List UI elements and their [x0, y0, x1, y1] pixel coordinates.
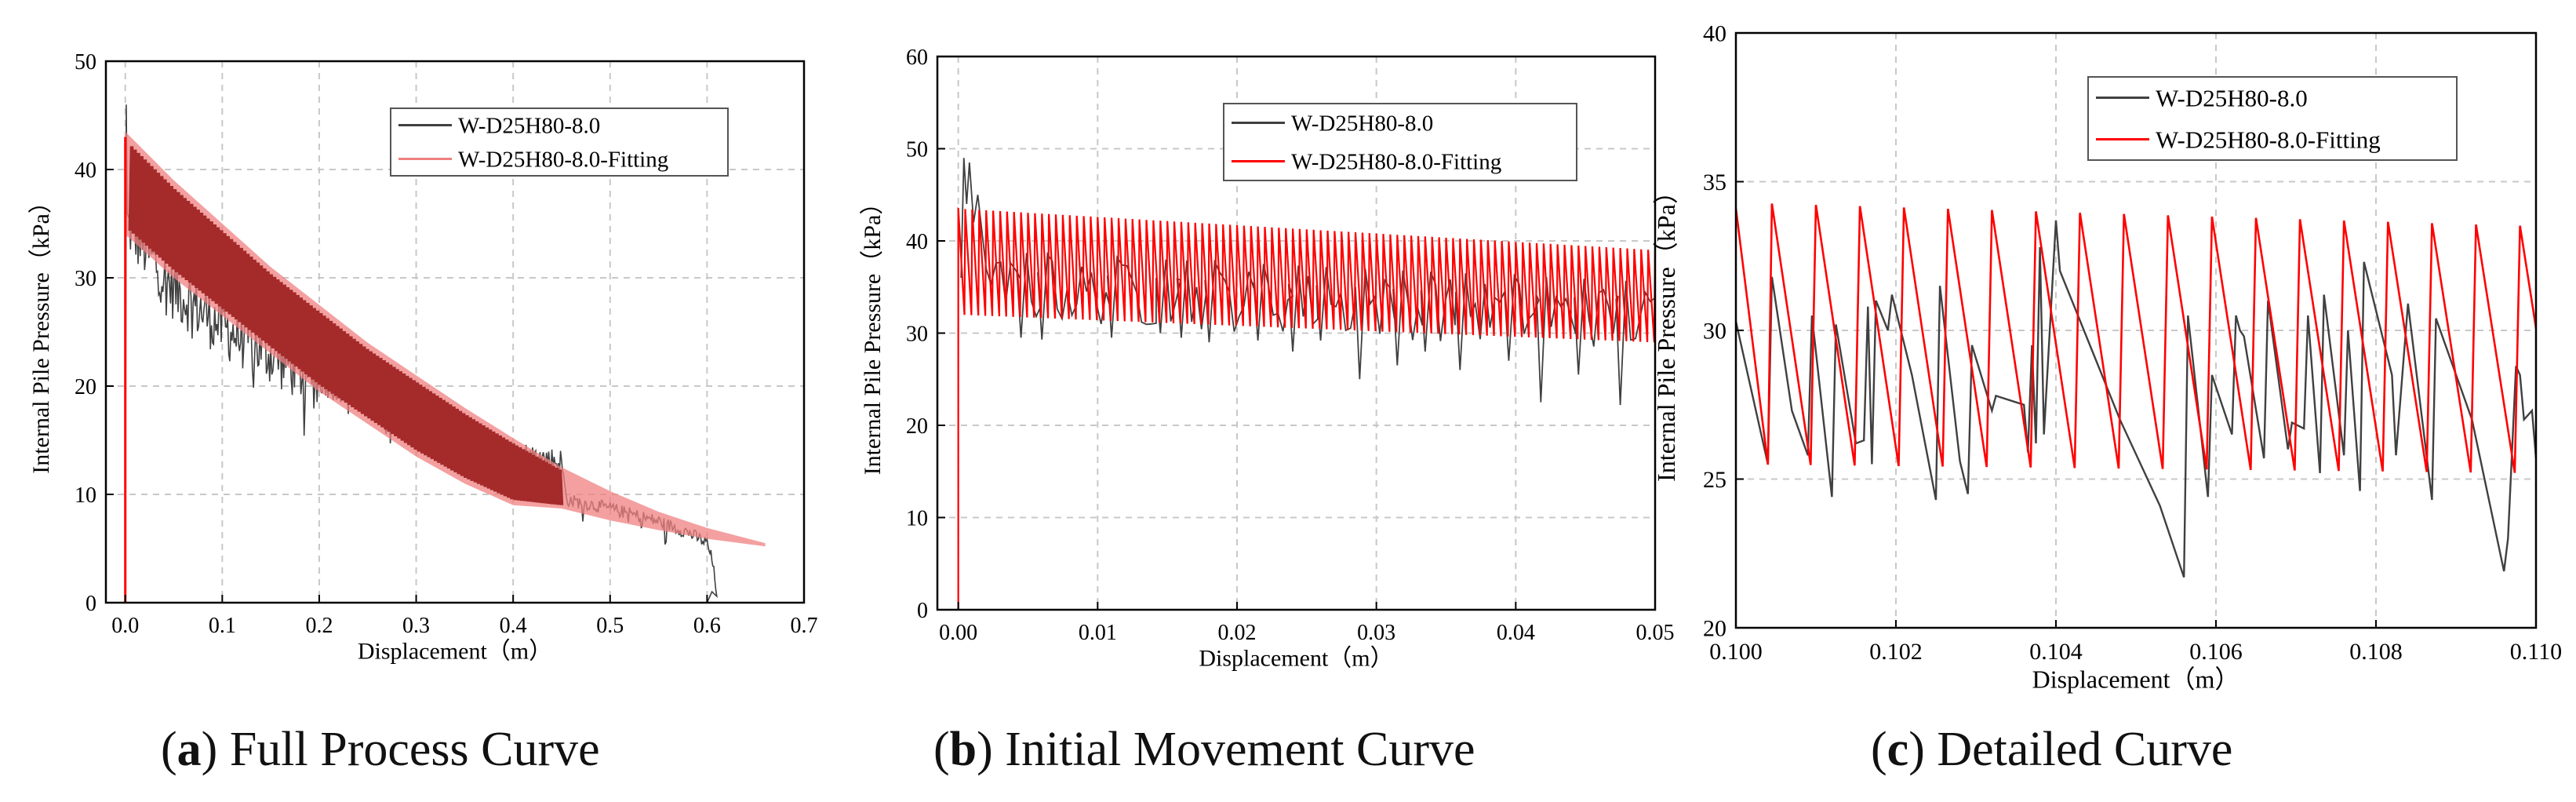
legend-label-0: W-D25H80-8.0 [1291, 111, 1433, 137]
series-group [957, 158, 1655, 610]
x-tick-label: 0.110 [2510, 639, 2562, 665]
legend: W-D25H80-8.0 W-D25H80-8.0-Fitting [1223, 103, 1577, 181]
y-tick-label: 20 [906, 414, 928, 439]
y-tick-label: 40 [1703, 21, 1726, 47]
y-tick-label: 10 [906, 506, 928, 530]
x-axis-label: Displacement（m） [2032, 665, 2240, 694]
x-axis-label: Displacement（m） [358, 638, 552, 664]
x-tick-label: 0.1 [209, 614, 236, 638]
y-tick-label: 30 [1703, 319, 1726, 344]
y-tick-label: 0 [917, 599, 928, 623]
legend-label-0: W-D25H80-8.0 [458, 114, 600, 139]
legend: W-D25H80-8.0 W-D25H80-8.0-Fitting [390, 108, 729, 177]
x-tick-label: 0.4 [500, 614, 527, 638]
x-tick-label: 0.5 [596, 614, 624, 638]
x-tick-label: 0.106 [2189, 639, 2243, 665]
series-fitting-zigzag [128, 146, 564, 505]
plot-frame [104, 60, 806, 604]
y-tick-label: 35 [1703, 170, 1726, 195]
x-tick-label: 0.00 [939, 621, 977, 645]
y-axis-label: Internal Pile Pressure（kPa） [1652, 179, 1680, 482]
x-tick-label: 0.05 [1636, 621, 1675, 645]
y-tick-label: 40 [75, 159, 96, 183]
x-tick-label: 0.2 [305, 614, 333, 638]
caption-a: (a) Full Process Curve [161, 723, 600, 776]
legend: W-D25H80-8.0 W-D25H80-8.0-Fitting [2087, 76, 2458, 161]
x-tick-label: 0.02 [1217, 621, 1256, 645]
x-axis-label: Displacement（m） [1199, 645, 1393, 671]
y-tick-label: 20 [1703, 616, 1726, 642]
x-tick-label: 0.01 [1079, 621, 1117, 645]
x-tick-label: 0.03 [1357, 621, 1395, 645]
x-tick-label: 0.7 [791, 614, 818, 638]
series-group [1736, 203, 2536, 578]
y-tick-label: 50 [75, 50, 96, 75]
x-tick-label: 0.108 [2349, 639, 2403, 665]
x-tick-label: 0.04 [1497, 621, 1535, 645]
x-tick-label: 0.102 [1869, 639, 1923, 665]
legend-box [390, 108, 729, 177]
y-axis-label: Internal Pile Pressure（kPa） [28, 190, 54, 474]
caption-c: (c) Detailed Curve [1871, 723, 2233, 776]
legend-label-1: W-D25H80-8.0-Fitting [458, 148, 668, 173]
legend-box [1223, 103, 1577, 181]
x-tick-label: 0.100 [1709, 639, 1763, 665]
y-tick-label: 25 [1703, 467, 1726, 493]
chart-b: 0.00 0.01 0.02 0.03 0.04 0.05 0 10 20 30 40 50 60 Dis… [860, 46, 1674, 672]
y-tick-label: 40 [906, 230, 928, 254]
series-group [124, 104, 766, 603]
legend-label-1: W-D25H80-8.0-Fitting [2156, 126, 2381, 153]
chart-a: 0.0 0.1 0.2 0.3 0.4 0.5 0.6 0.7 0 10 20 30 40 50 Displ… [28, 50, 817, 665]
y-axis-label: Internal Pile Pressure（kPa） [860, 191, 886, 476]
caption-b: (b) Initial Movement Curve [933, 723, 1475, 776]
y-tick-label: 0 [86, 592, 96, 616]
series-fitting-sawtooth [957, 207, 1655, 610]
legend-label-0: W-D25H80-8.0 [2156, 84, 2308, 111]
legend-box [2087, 76, 2458, 161]
y-tick-label: 60 [906, 46, 928, 70]
series-measured-line [1736, 220, 2536, 578]
y-tick-label: 10 [75, 483, 96, 508]
y-tick-label: 50 [906, 137, 928, 162]
legend-label-1: W-D25H80-8.0-Fitting [1291, 150, 1501, 175]
series-fitting-sawtooth [1736, 203, 2536, 473]
series-measured-line [124, 104, 718, 603]
y-tick-label: 30 [75, 267, 96, 291]
x-tick-label: 0.104 [2029, 639, 2083, 665]
y-tick-label: 20 [75, 375, 96, 399]
x-tick-label: 0.0 [111, 614, 139, 638]
chart-c: 0.100 0.102 0.104 0.106 0.108 0.110 20 25 30 35 40… [1652, 21, 2562, 694]
y-tick-label: 30 [906, 322, 928, 346]
x-tick-label: 0.6 [693, 614, 721, 638]
x-tick-label: 0.3 [402, 614, 430, 638]
